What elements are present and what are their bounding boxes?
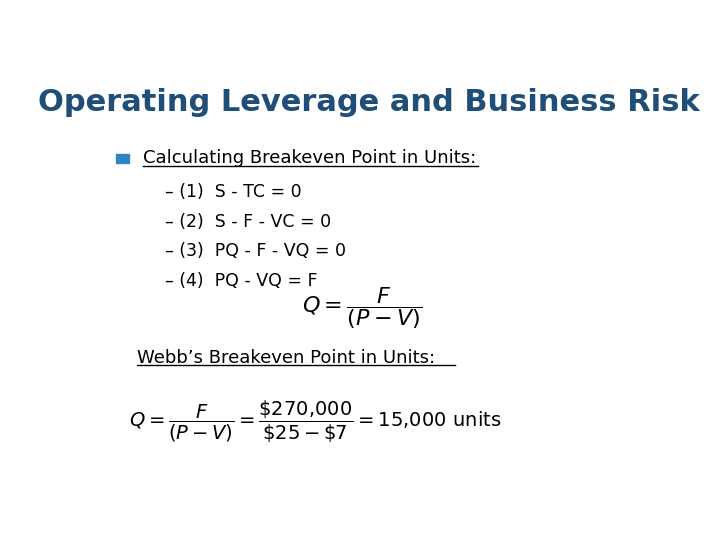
Text: – (4)  PQ - VQ = F: – (4) PQ - VQ = F xyxy=(166,273,318,291)
Bar xyxy=(116,154,128,163)
Text: – (2)  S - F - VC = 0: – (2) S - F - VC = 0 xyxy=(166,213,331,231)
Text: $Q = \dfrac{F}{(P-V)} = \dfrac{\$270{,}000}{\$25-\$7} = 15{,}000 \text{ units}$: $Q = \dfrac{F}{(P-V)} = \dfrac{\$270{,}0… xyxy=(129,400,501,446)
Text: – (1)  S - TC = 0: – (1) S - TC = 0 xyxy=(166,183,302,201)
Text: $Q = \dfrac{F}{(P-V)}$: $Q = \dfrac{F}{(P-V)}$ xyxy=(302,285,422,331)
Text: Operating Leverage and Business Risk: Operating Leverage and Business Risk xyxy=(38,87,700,117)
Text: Webb’s Breakeven Point in Units:: Webb’s Breakeven Point in Units: xyxy=(138,349,436,367)
Text: Calculating Breakeven Point in Units:: Calculating Breakeven Point in Units: xyxy=(143,150,476,167)
Text: – (3)  PQ - F - VQ = 0: – (3) PQ - F - VQ = 0 xyxy=(166,242,346,260)
